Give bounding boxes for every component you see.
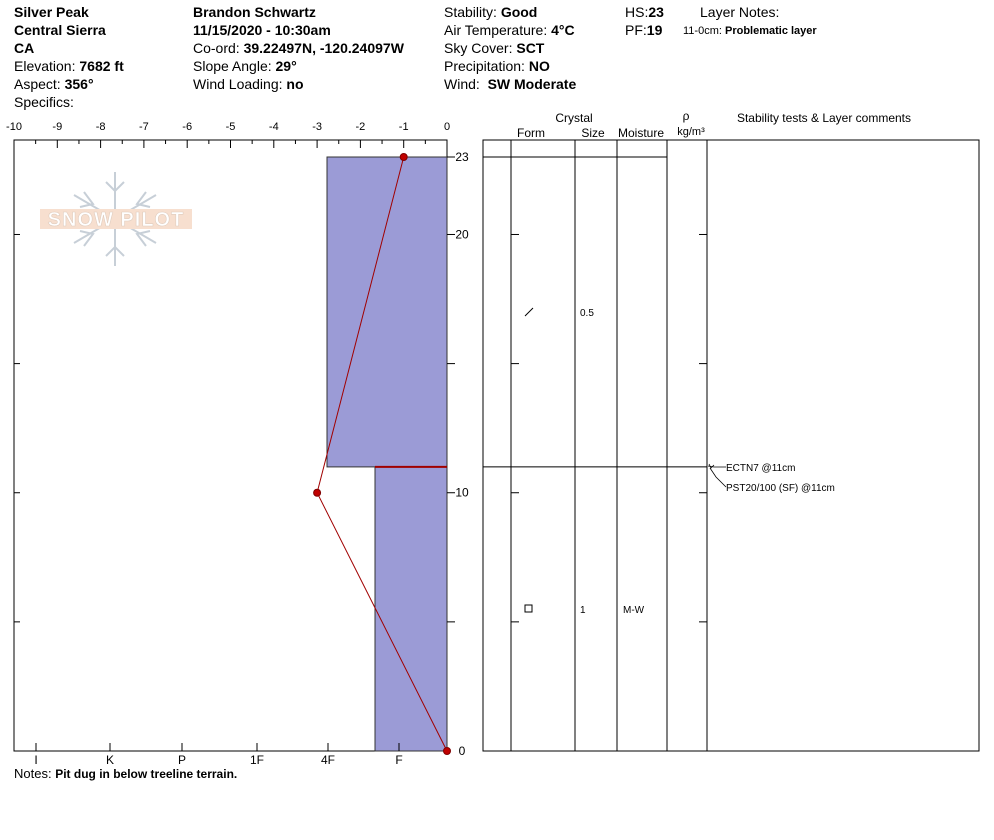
elevation-value: 7682 ft: [79, 58, 124, 74]
aspect-value: 356°: [64, 76, 94, 92]
comments-header: Stability tests & Layer comments: [737, 111, 911, 125]
temp-tick-label--6: -6: [182, 121, 192, 133]
temp-tick-label--1: -1: [399, 121, 409, 133]
hardness-tick-label-P: P: [178, 753, 186, 767]
size-header: Size: [581, 126, 605, 140]
wind-value: SW Moderate: [487, 76, 577, 92]
layer-boundary-lines: [483, 156, 707, 468]
moisture-header: Moisture: [618, 126, 664, 140]
wind-loading-value: no: [286, 76, 304, 92]
temp-tick-label--5: -5: [226, 121, 236, 133]
specifics-label: Specifics:: [14, 94, 74, 110]
obs-datetime: 11/15/2020 - 10:30am: [193, 22, 331, 38]
air-temp-label: Air Temperature:: [444, 22, 548, 38]
right-table-frame: [482, 139, 980, 752]
temp-tick-label--10: -10: [6, 121, 22, 133]
arrow-icon: [708, 463, 715, 469]
temperature-axis: -10 -9 -8 -7 -6 -5 -4 -3 -2 -1 0: [6, 121, 450, 148]
slope-value: 29°: [275, 58, 297, 74]
state-name: CA: [14, 40, 35, 56]
hardness-layer-1: [326, 156, 448, 468]
rho-header: ρ: [683, 109, 690, 123]
layer-notes: Layer Notes:: [700, 3, 779, 21]
temp-tick-label--3: -3: [312, 121, 322, 133]
density-unit-header: kg/m³: [677, 126, 705, 138]
wind-loading-label: Wind Loading:: [193, 76, 283, 92]
stability-label: Stability:: [444, 4, 497, 20]
stability-test-leader-2: [709, 467, 727, 488]
crystal-header: Crystal: [555, 111, 592, 125]
layer-notes-label: Layer Notes:: [700, 4, 780, 20]
precip-label: Precipitation:: [444, 58, 525, 74]
hardness-tick-label-1F: 1F: [250, 753, 264, 767]
hardness-tick-label-I: I: [34, 753, 37, 767]
layer-note-range: 11-0cm:: [683, 25, 722, 37]
depth-tick-label-0: 0: [459, 744, 466, 758]
stability-test-2: PST20/100 (SF) @11cm: [726, 483, 835, 494]
coord-value: 39.22497N, -120.24097W: [243, 40, 404, 56]
depth-axis: 23 20 10 0: [14, 150, 707, 758]
layer2-moisture: M-W: [623, 605, 645, 616]
aspect-label: Aspect:: [14, 76, 61, 92]
temperature-profile: [313, 153, 451, 755]
slope-label: Slope Angle:: [193, 58, 272, 74]
temperature-point-1: [399, 153, 408, 161]
pf-value: 19: [646, 22, 663, 38]
elevation-label: Elevation:: [14, 58, 76, 74]
sky-label: Sky Cover:: [444, 40, 513, 56]
hs-label: HS:: [625, 4, 649, 20]
temp-tick-label--4: -4: [269, 121, 279, 133]
depth-tick-label-23: 23: [455, 150, 469, 164]
observer-name: Brandon Schwartz: [193, 4, 316, 20]
depth-tick-label-20: 20: [455, 227, 469, 241]
temp-tick-label--7: -7: [139, 121, 149, 133]
stability-test-1: ECTN7 @11cm: [726, 463, 795, 474]
snowpilot-logo: SNOW PILOT: [40, 172, 192, 266]
pf-label: PF:: [625, 22, 647, 38]
range-name: Central Sierra: [14, 22, 106, 38]
layer1-size: 0.5: [580, 308, 594, 319]
hardness-tick-label-4F: 4F: [321, 753, 335, 767]
layer-note-text: Problematic layer: [724, 25, 817, 37]
temp-tick-label--9: -9: [52, 121, 62, 133]
logo-text: SNOW PILOT: [48, 209, 185, 231]
location-name: Silver Peak: [14, 4, 89, 20]
precip-value: NO: [528, 58, 550, 74]
sky-value: SCT: [516, 40, 545, 56]
temp-tick-label-0: 0: [444, 121, 450, 133]
hardness-tick-label-K: K: [106, 753, 114, 767]
notes: Notes: Pit dug in below treeline terrain…: [14, 766, 237, 781]
temp-tick-label--8: -8: [96, 121, 106, 133]
depth-tick-label-10: 10: [455, 486, 469, 500]
stability-value: Good: [500, 4, 538, 20]
hs-pf-info: HS:23 PF:19: [625, 3, 664, 39]
hs-value: 23: [648, 4, 664, 20]
temp-tick-label--2: -2: [356, 121, 366, 133]
temperature-point-3: [443, 747, 451, 755]
coord-label: Co-ord:: [193, 40, 240, 56]
hardness-layers: [326, 156, 448, 752]
observer-info: Brandon Schwartz 11/15/2020 - 10:30am Co…: [193, 3, 404, 93]
layer-note-line: 11-0cm: Problematic layer: [683, 22, 817, 40]
air-temp-value: 4°C: [551, 22, 575, 38]
location-info: Silver Peak Central Sierra CA Elevation:…: [14, 3, 124, 111]
form-header: Form: [517, 126, 545, 140]
logo-band: [40, 209, 192, 229]
hardness-axis: I K P 1F 4F F: [34, 743, 403, 767]
temperature-point-2: [313, 488, 322, 497]
notes-label: Notes:: [14, 766, 52, 781]
conditions-info: Stability: Good Air Temperature: 4°C Sky…: [444, 3, 576, 93]
wind-label: Wind:: [444, 76, 480, 92]
notes-text: Pit dug in below treeline terrain.: [55, 767, 238, 781]
layer1-form-glyph: [524, 307, 534, 317]
hardness-layer-2: [374, 466, 448, 752]
hardness-tick-label-F: F: [395, 753, 402, 767]
layer2-form-glyph: [524, 604, 533, 613]
layer2-size: 1: [580, 605, 586, 616]
